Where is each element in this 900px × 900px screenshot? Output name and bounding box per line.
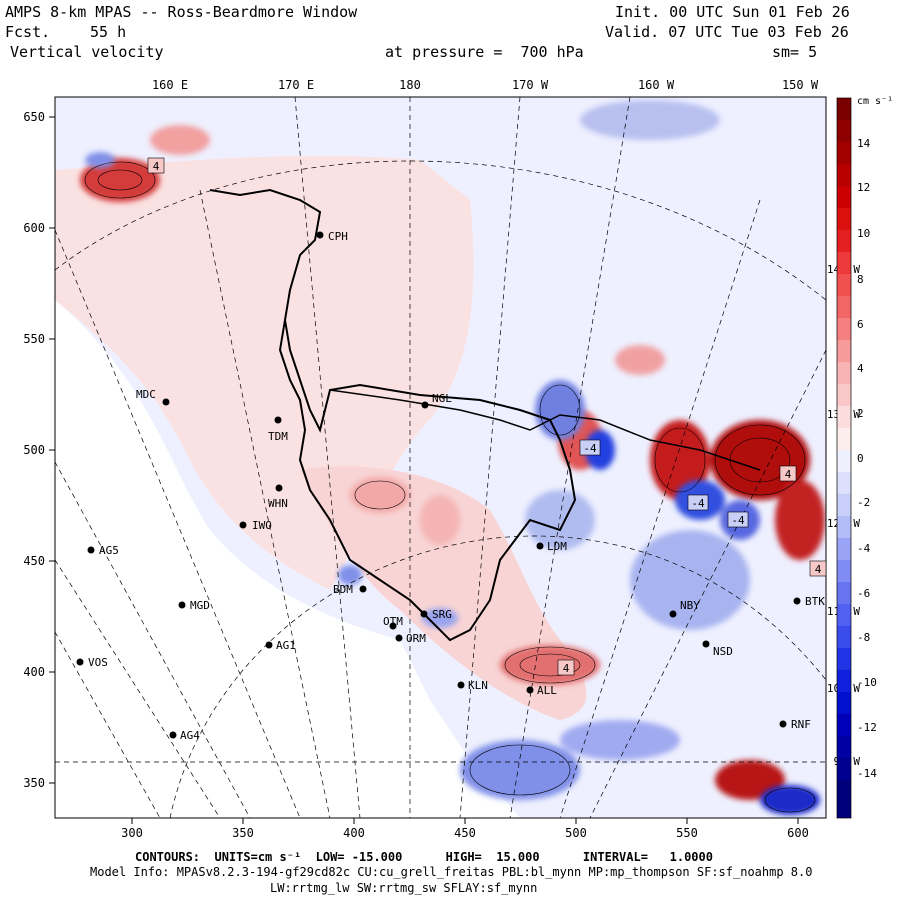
lon-label: 180 bbox=[399, 78, 421, 92]
station-kln: KLN bbox=[468, 679, 488, 692]
init-time: Init. 00 UTC Sun 01 Feb 26 bbox=[615, 3, 850, 21]
colorbar-label: -8 bbox=[857, 631, 870, 644]
colorbar bbox=[836, 97, 852, 819]
colorbar-label: -4 bbox=[857, 542, 871, 555]
station-whn: WHN bbox=[268, 497, 288, 510]
station-ag4: AG4 bbox=[180, 729, 200, 742]
map-title: AMPS 8-km MPAS -- Ross-Beardmore Window bbox=[5, 3, 358, 21]
x-tick-label: 500 bbox=[565, 826, 587, 840]
extremum-label: -4 bbox=[691, 497, 705, 510]
x-tick-label: 300 bbox=[121, 826, 143, 840]
y-tick-label: 600 bbox=[23, 221, 45, 235]
forecast-hours: 55 h bbox=[90, 23, 127, 41]
colorbar-label: 4 bbox=[857, 362, 864, 375]
station-ag1: AG1 bbox=[276, 639, 296, 652]
station-srg: SRG bbox=[432, 608, 452, 621]
model-info-physics: LW:rrtmg_lw SW:rrtmg_sw SFLAY:sf_mynn bbox=[270, 881, 538, 895]
colorbar-label: -12 bbox=[857, 721, 877, 734]
x-tick-label: 550 bbox=[676, 826, 698, 840]
colorbar-label: 6 bbox=[857, 318, 864, 331]
lon-label: 170 W bbox=[512, 78, 549, 92]
colorbar-label: -14 bbox=[857, 767, 877, 780]
station-cph: CPH bbox=[328, 230, 348, 243]
forecast-label: Fcst. bbox=[5, 23, 51, 41]
model-info: Model Info: MPASv8.2.3-194-gf29cd82c CU:… bbox=[90, 865, 813, 879]
station-btk: BTK bbox=[805, 595, 825, 608]
y-axis-labels: 650 600 550 500 450 400 350 bbox=[23, 110, 45, 790]
extremum-label: 4 bbox=[563, 662, 570, 675]
colorbar-label: 8 bbox=[857, 273, 864, 286]
station-orm: ORM bbox=[406, 632, 426, 645]
station-mgd: MGD bbox=[190, 599, 210, 612]
extremum-label: -4 bbox=[583, 442, 597, 455]
extremum-label: -4 bbox=[731, 514, 745, 527]
x-tick-label: 350 bbox=[232, 826, 254, 840]
station-all: ALL bbox=[537, 684, 557, 697]
station-vos: VOS bbox=[88, 656, 108, 669]
extremum-label: 4 bbox=[815, 563, 822, 576]
y-tick-label: 450 bbox=[23, 554, 45, 568]
coastline bbox=[209, 188, 577, 642]
x-tick-label: 600 bbox=[787, 826, 809, 840]
colorbar-label: 12 bbox=[857, 181, 870, 194]
extremum-label: 4 bbox=[153, 160, 160, 173]
ice-front bbox=[329, 389, 761, 471]
x-tick-label: 450 bbox=[454, 826, 476, 840]
colorbar-label: 10 bbox=[857, 227, 870, 240]
station-mdc: MDC bbox=[136, 388, 156, 401]
extrema-markers: 4 4 4 -4 -4 -4 4 bbox=[147, 157, 827, 676]
station-rnf: RNF bbox=[791, 718, 811, 731]
stations: CPH NGL MDC TDM WHN IWO AG5 BDM OTM SRG … bbox=[76, 230, 825, 742]
x-axis-ticks bbox=[131, 818, 799, 824]
colorbar-units: cm s⁻¹ bbox=[857, 96, 893, 107]
station-nby: NBY bbox=[680, 599, 700, 612]
y-tick-label: 550 bbox=[23, 332, 45, 346]
field-name: Vertical velocity bbox=[10, 43, 164, 61]
smoothing-value: sm= 5 bbox=[772, 43, 818, 61]
station-ag5: AG5 bbox=[99, 544, 119, 557]
station-nsd: NSD bbox=[713, 645, 733, 658]
y-tick-label: 650 bbox=[23, 110, 45, 124]
lon-label: 170 E bbox=[278, 78, 314, 92]
graticule bbox=[55, 97, 826, 818]
contours-info: CONTOURS: UNITS=cm s⁻¹ LOW= -15.000 HIGH… bbox=[135, 850, 713, 864]
plot-frame bbox=[54, 96, 827, 819]
lon-label: 150 W bbox=[782, 78, 819, 92]
y-tick-label: 500 bbox=[23, 443, 45, 457]
station-ngl: NGL bbox=[432, 392, 452, 405]
colorbar-label: 2 bbox=[857, 407, 864, 420]
station-otm: OTM bbox=[383, 615, 403, 628]
station-iwo: IWO bbox=[252, 519, 272, 532]
station-bdm: BDM bbox=[333, 583, 353, 596]
station-tdm: TDM bbox=[268, 430, 288, 443]
colorbar-label: -6 bbox=[857, 587, 870, 600]
colorbar-labels: cm s⁻¹ 14 12 10 8 6 4 2 0 -2 -4 -6 -8 -1… bbox=[857, 96, 893, 780]
x-tick-label: 400 bbox=[343, 826, 365, 840]
lon-label: 160 E bbox=[152, 78, 188, 92]
no-data-region bbox=[55, 300, 520, 818]
lon-label: 160 W bbox=[638, 78, 675, 92]
colorbar-label: 14 bbox=[857, 137, 871, 150]
negative-patches bbox=[85, 100, 820, 815]
extremum-label: 4 bbox=[785, 468, 792, 481]
map-field bbox=[55, 97, 826, 818]
valid-time: Valid. 07 UTC Tue 03 Feb 26 bbox=[605, 23, 849, 41]
y-axis-ticks bbox=[49, 116, 55, 784]
colorbar-label: 0 bbox=[857, 452, 864, 465]
y-tick-label: 400 bbox=[23, 665, 45, 679]
longitude-labels: 160 E 170 E 180 170 W 160 W 150 W bbox=[152, 78, 819, 92]
colorbar-label: -2 bbox=[857, 496, 870, 509]
x-axis-labels: 300 350 400 450 500 550 600 bbox=[121, 826, 809, 840]
y-tick-label: 350 bbox=[23, 776, 45, 790]
pressure-level: at pressure = 700 hPa bbox=[385, 43, 584, 61]
station-ldm: LDM bbox=[547, 540, 567, 553]
colorbar-label: -10 bbox=[857, 676, 877, 689]
